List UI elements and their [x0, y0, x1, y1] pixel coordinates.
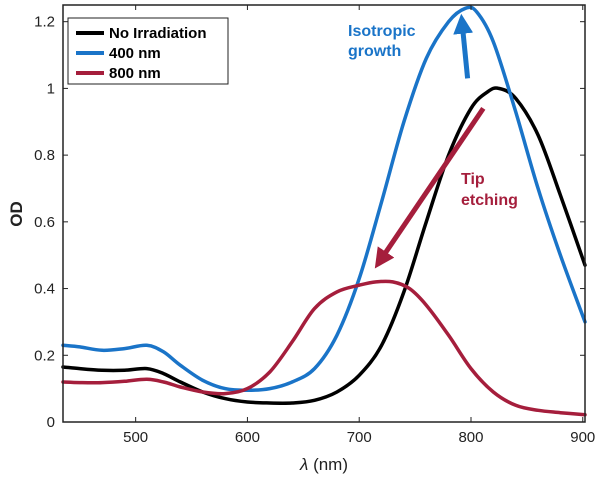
- series-line-no-irradiation: [61, 86, 587, 405]
- series-line-800-nm: [61, 279, 587, 417]
- x-axis-ticks: 500 600 700 800 900: [123, 5, 595, 446]
- y-tick-label: 1: [47, 80, 55, 97]
- series-line-400-nm: [61, 5, 587, 393]
- tip-etching-arrow: [374, 106, 486, 269]
- y-tick-label: 0: [47, 414, 55, 431]
- annotation-arrows: [374, 13, 486, 269]
- y-axis-label: OD: [7, 201, 26, 227]
- annotation-isotropic-line1: Isotropic: [348, 23, 416, 40]
- x-tick-label: 900: [570, 429, 595, 446]
- y-tick-label: 0.4: [34, 281, 55, 298]
- annotation-tip-line2: etching: [461, 192, 518, 209]
- x-axis-label: λ (nm): [299, 455, 348, 474]
- annotation-isotropic-growth: Isotropic growth: [348, 23, 420, 60]
- annotation-tip-line1: Tip: [461, 171, 485, 188]
- y-tick-label: 0.6: [34, 214, 55, 231]
- x-tick-label: 600: [235, 429, 260, 446]
- x-tick-label: 500: [123, 429, 148, 446]
- legend-label-400nm: 400 nm: [109, 45, 161, 62]
- isotropic-growth-arrow: [453, 13, 474, 79]
- legend-label-800nm: 800 nm: [109, 65, 161, 82]
- legend: No Irradiation 400 nm 800 nm: [67, 17, 229, 85]
- plot-frame: [62, 4, 586, 423]
- legend-label-no-irradiation: No Irradiation: [109, 25, 207, 42]
- series-lines: [61, 5, 587, 417]
- y-axis-ticks: 0 0.2 0.4 0.6 0.8 1 1.2: [34, 14, 585, 431]
- x-tick-label: 700: [347, 429, 372, 446]
- y-tick-label: 0.8: [34, 147, 55, 164]
- annotation-isotropic-line2: growth: [348, 43, 401, 60]
- y-tick-label: 0.2: [34, 347, 55, 364]
- x-tick-label: 800: [458, 429, 483, 446]
- annotation-tip-etching: Tip etching: [461, 171, 518, 209]
- y-tick-label: 1.2: [34, 14, 55, 31]
